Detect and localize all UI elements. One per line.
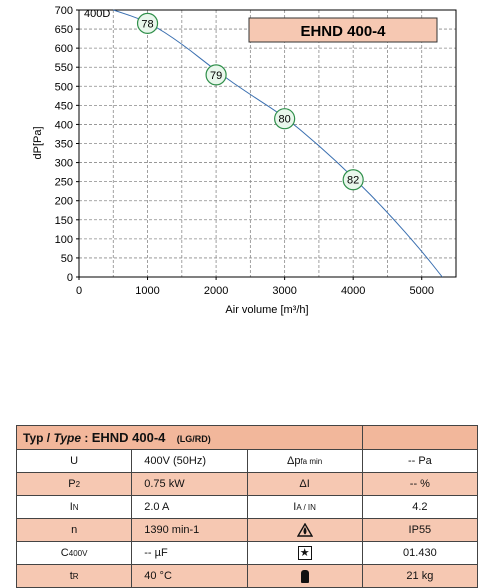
x-tick-label: 3000 xyxy=(272,285,296,297)
series xyxy=(113,9,443,278)
param-current-delta: ΔI xyxy=(246,472,363,496)
spec-table: Typ / Type : EHND 400-4 (LG/RD) U 400V (… xyxy=(15,425,479,588)
value-pressure-drop: -- Pa xyxy=(361,449,479,473)
marker-circle xyxy=(342,169,364,191)
param-speed: n xyxy=(15,518,133,542)
curve-marker: 82 xyxy=(342,169,364,191)
marker-label: 82 xyxy=(347,175,359,187)
y-tick-label: 500 xyxy=(55,81,73,93)
header-colon: : xyxy=(84,431,89,445)
pressure-curve-chart: 0 50 100 150 200 250 300 350 400 450 500 550 600 650 7… xyxy=(32,5,457,316)
y-tick-label: 450 xyxy=(55,100,73,112)
y-tick-label: 100 xyxy=(55,234,73,246)
x-tick-label: 0 xyxy=(76,285,82,297)
header-variant: (LG/RD) xyxy=(176,434,211,444)
value-temperature: 40 °C xyxy=(131,564,248,588)
marker-circle xyxy=(136,12,159,34)
grid xyxy=(79,9,456,277)
typ-label: Typ / xyxy=(23,431,51,445)
curve-marker: 80 xyxy=(274,108,296,130)
x-tick-label: 4000 xyxy=(341,285,365,297)
param-capacitor: C400V xyxy=(15,541,133,565)
param-wiring-diagram: ★ xyxy=(246,541,363,565)
param-current-ratio: IA / IN xyxy=(246,495,363,519)
x-tick-label: 2000 xyxy=(204,285,228,297)
spec-row: U 400V (50Hz) Δpfa min -- Pa xyxy=(15,449,479,473)
type-label: Type xyxy=(53,431,82,445)
x-axis-label: Air volume [m³/h] xyxy=(225,304,308,316)
marker-label: 78 xyxy=(141,18,153,30)
value-wiring-diagram: 01.430 xyxy=(361,541,479,565)
marker-circle xyxy=(274,108,296,130)
value-protection: IP55 xyxy=(361,518,479,542)
curve-marker: 79 xyxy=(205,64,227,86)
y-tick-label: 550 xyxy=(55,62,73,74)
value-speed: 1390 min-1 xyxy=(131,518,248,542)
param-pressure-drop: Δpfa min xyxy=(246,449,363,473)
y-tick-label: 350 xyxy=(55,139,73,151)
param-voltage: U xyxy=(15,449,133,473)
spec-row: IN 2.0 A IA / IN 4.2 xyxy=(15,495,479,519)
param-weight xyxy=(246,564,363,588)
y-tick-label: 200 xyxy=(55,196,73,208)
value-voltage: 400V (50Hz) xyxy=(131,449,248,473)
y-tick-label: 600 xyxy=(55,43,73,55)
header-model: EHND 400-4 xyxy=(91,430,166,445)
spec-header-empty xyxy=(361,425,479,450)
x-tick-label: 5000 xyxy=(409,285,433,297)
value-current: 2.0 A xyxy=(131,495,248,519)
weight-icon xyxy=(300,569,309,583)
x-tick-label: 1000 xyxy=(135,285,159,297)
y-tick-label: 0 xyxy=(67,272,73,284)
curve-marker: 78 xyxy=(136,12,159,34)
param-temperature: tR xyxy=(15,564,133,588)
y-tick-label: 700 xyxy=(55,5,73,17)
value-current-ratio: 4.2 xyxy=(361,495,479,519)
series-line-400d xyxy=(113,9,443,278)
markers: 78 79 80 82 xyxy=(136,12,364,191)
spec-row: n 1390 min-1 IP55 xyxy=(15,518,479,542)
param-current: IN xyxy=(15,495,133,519)
model-label: EHND 400-4 xyxy=(300,23,386,40)
y-tick-label: 400 xyxy=(55,119,73,131)
y-tick-label: 650 xyxy=(55,24,73,36)
y-axis-label: dP[Pa] xyxy=(32,126,44,159)
spec-row: C400V -- µF ★ 01.430 xyxy=(15,541,479,565)
series-label-400d: 400D xyxy=(84,8,110,20)
y-tick-label: 50 xyxy=(61,253,73,265)
y-tick-label: 250 xyxy=(55,177,73,189)
param-power: P2 xyxy=(15,472,133,496)
spec-header-row: Typ / Type : EHND 400-4 (LG/RD) xyxy=(16,425,479,450)
value-weight: 21 kg xyxy=(361,564,479,588)
value-power: 0.75 kW xyxy=(131,472,248,496)
tick-labels: 0 50 100 150 200 250 300 350 400 450 500 550 600 650 7… xyxy=(55,5,434,297)
warning-icon xyxy=(296,523,313,537)
param-protection xyxy=(246,518,363,542)
spec-row: P2 0.75 kW ΔI -- % xyxy=(15,472,479,496)
value-current-delta: -- % xyxy=(361,472,479,496)
spec-row: tR 40 °C 21 kg xyxy=(15,564,479,588)
value-capacitor: -- µF xyxy=(131,541,248,565)
marker-label: 79 xyxy=(210,70,222,82)
star-box-icon: ★ xyxy=(297,546,312,560)
marker-label: 80 xyxy=(279,114,291,126)
model-label-box: EHND 400-4 xyxy=(248,17,438,43)
marker-circle xyxy=(205,64,227,86)
y-tick-label: 150 xyxy=(55,215,73,227)
y-tick-label: 300 xyxy=(55,158,73,170)
spec-header-cell: Typ / Type : EHND 400-4 (LG/RD) xyxy=(16,425,363,450)
